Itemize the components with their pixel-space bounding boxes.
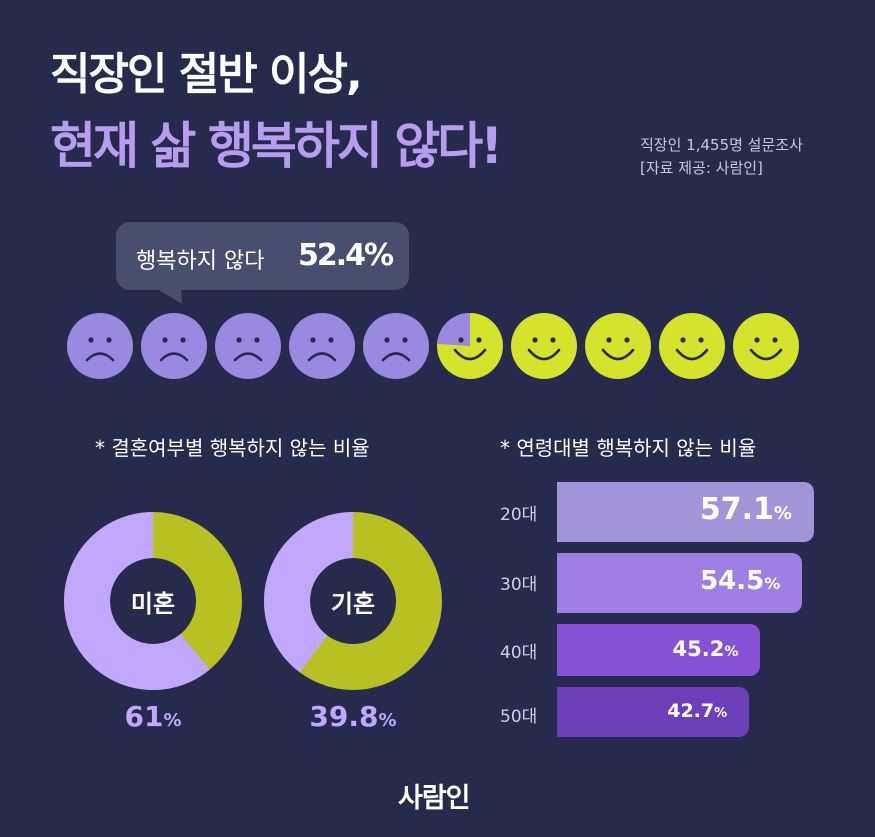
bar-value-40s: 45.2% xyxy=(672,637,739,661)
donut-unmarried xyxy=(64,512,242,690)
marital-chart-title: * 결혼여부별 행복하지 않는 비율 xyxy=(95,436,370,460)
smiley-face-icon xyxy=(733,313,799,379)
age-label-20s: 20대 xyxy=(500,505,538,525)
face-pictogram xyxy=(67,313,799,379)
donut-married-arc xyxy=(264,512,442,690)
sad-face-icon xyxy=(141,313,207,379)
sad-face-icon xyxy=(215,313,281,379)
donut-married xyxy=(264,512,442,690)
saramin-logo: 사람인 xyxy=(398,783,471,814)
donut-married-label: 기혼 xyxy=(330,590,376,618)
partial-face-icon xyxy=(437,313,503,379)
smiley-face-icon xyxy=(659,313,725,379)
survey-source: 직장인 1,455명 설문조사 xyxy=(640,136,803,154)
donut-married-value: 39.8% xyxy=(309,700,397,733)
title-line-1: 직장인 절반 이상, xyxy=(50,49,363,100)
donut-unmarried-value: 61% xyxy=(124,700,182,733)
callout-value: 52.4% xyxy=(298,238,394,273)
bar-20s xyxy=(557,482,814,542)
donut-unmarried-label: 미혼 xyxy=(130,590,176,618)
sad-face-icon xyxy=(363,313,429,379)
age-label-50s: 50대 xyxy=(500,707,538,727)
smiley-face-icon xyxy=(585,313,651,379)
age-label-40s: 40대 xyxy=(500,643,538,663)
bar-40s xyxy=(557,624,761,676)
callout-label: 행복하지 않다 xyxy=(136,249,265,274)
bar-value-50s: 42.7% xyxy=(667,700,728,722)
bar-value-20s: 57.1% xyxy=(699,492,792,527)
age-chart-title: * 연령대별 행복하지 않는 비율 xyxy=(500,436,757,460)
age-label-30s: 30대 xyxy=(500,575,538,595)
sad-face-icon xyxy=(289,313,355,379)
sad-face-icon xyxy=(67,313,133,379)
smiley-face-icon xyxy=(511,313,577,379)
title-line-2: 현재 삶 행복하지 않다! xyxy=(50,117,503,175)
callout-tail xyxy=(126,270,182,304)
bar-50s xyxy=(557,687,750,737)
data-provider: [자료 제공: 사람인] xyxy=(640,159,763,177)
donut-unmarried-arc xyxy=(64,512,242,690)
bar-30s xyxy=(557,553,803,613)
bar-value-30s: 54.5% xyxy=(700,566,781,596)
